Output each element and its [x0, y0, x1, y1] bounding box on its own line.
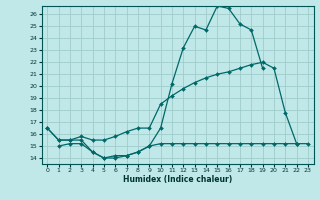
- X-axis label: Humidex (Indice chaleur): Humidex (Indice chaleur): [123, 175, 232, 184]
